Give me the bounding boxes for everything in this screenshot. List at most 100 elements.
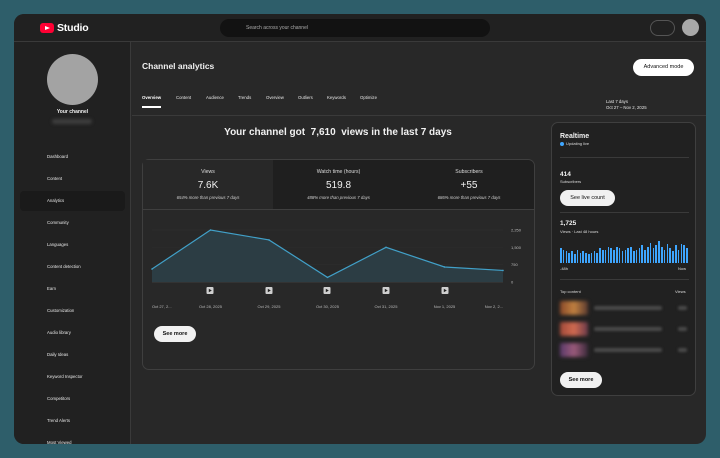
realtime-bar[interactable] (646, 246, 649, 263)
sidebar-item-dashboard[interactable]: Dashboard (47, 154, 69, 159)
data-point[interactable] (385, 246, 387, 249)
see-live-count-button[interactable]: See live count (560, 190, 615, 206)
realtime-bar[interactable] (618, 248, 621, 263)
realtime-bar-chart[interactable] (560, 241, 689, 263)
top-content-item[interactable] (560, 301, 689, 315)
realtime-bar[interactable] (669, 248, 671, 263)
realtime-bar[interactable] (683, 245, 685, 263)
tab-content[interactable]: Content (176, 95, 192, 100)
metric-tab-views[interactable]: Views 7.6K 654% more than previous 7 day… (143, 160, 273, 209)
realtime-bar[interactable] (680, 243, 683, 263)
realtime-bar[interactable] (660, 246, 663, 263)
sidebar-item-earn[interactable]: Earn (47, 286, 57, 291)
realtime-bar[interactable] (571, 251, 573, 263)
realtime-bar[interactable] (613, 249, 615, 263)
channel-avatar[interactable] (47, 54, 98, 105)
realtime-bar[interactable] (602, 249, 604, 263)
date-range-picker[interactable]: Last 7 days Oct 27 – Nov 2, 2025 (606, 99, 647, 111)
metric-tab-subscribers[interactable]: Subscribers +55 686% more than previous … (404, 160, 534, 209)
realtime-bar[interactable] (666, 243, 669, 263)
realtime-bar[interactable] (624, 249, 627, 263)
top-content-item[interactable] (560, 322, 689, 336)
tab-keywords[interactable]: Keywords (327, 95, 346, 100)
realtime-bar[interactable] (610, 248, 613, 263)
sidebar-item-languages[interactable]: Languages (47, 242, 69, 247)
views-chart[interactable]: 2,250 1,500 750 0 Oct 27, 2... Oct 28, 2025 Oc… (143, 210, 534, 325)
realtime-bar[interactable] (582, 251, 585, 263)
sidebar-item-content[interactable]: Content (47, 176, 63, 181)
sidebar-item-competitors[interactable]: Competitors (47, 396, 71, 401)
realtime-bar[interactable] (616, 246, 618, 263)
realtime-bar[interactable] (632, 251, 635, 263)
video-thumbnail (560, 301, 588, 315)
data-point[interactable] (151, 268, 153, 270)
realtime-bar[interactable] (652, 248, 655, 263)
data-point[interactable] (502, 269, 504, 272)
sidebar-item-content-detection[interactable]: Content detection (47, 264, 81, 269)
top-content-item[interactable] (560, 343, 689, 357)
realtime-bar[interactable] (658, 241, 660, 263)
tab-optimize[interactable]: Optimize (360, 95, 377, 100)
realtime-see-more-button[interactable]: See more (560, 372, 602, 388)
metric-label: Subscribers (455, 169, 483, 175)
realtime-bar[interactable] (574, 254, 576, 263)
realtime-bar[interactable] (599, 248, 601, 263)
x-tick-label: Oct 30, 2025 (316, 304, 340, 309)
realtime-bar[interactable] (562, 249, 565, 263)
realtime-bar[interactable] (576, 249, 579, 263)
create-button[interactable] (650, 20, 675, 36)
search-input[interactable]: Search across your channel (220, 19, 490, 37)
see-more-button[interactable]: See more (154, 326, 196, 342)
metric-divider (143, 209, 534, 210)
realtime-bar[interactable] (655, 245, 657, 263)
tab-trends[interactable]: Trends (238, 95, 252, 100)
account-avatar[interactable] (682, 19, 699, 36)
x-tick-label: Oct 31, 2025 (375, 304, 399, 309)
realtime-bar[interactable] (635, 249, 638, 263)
sidebar-item-community[interactable]: Community (47, 220, 69, 225)
advanced-mode-button[interactable]: Advanced mode (633, 59, 694, 76)
realtime-bar[interactable] (607, 246, 610, 263)
realtime-bar[interactable] (630, 246, 632, 263)
realtime-bar[interactable] (663, 249, 666, 263)
sidebar-item-trend-alerts[interactable]: Trend Alerts (47, 418, 71, 423)
data-point[interactable] (209, 229, 212, 231)
metric-tab-watch-time[interactable]: Watch time (hours) 519.8 488% more than … (273, 160, 404, 209)
realtime-bar[interactable] (649, 242, 652, 263)
realtime-bar[interactable] (596, 252, 599, 263)
video-title-blurred (594, 348, 662, 352)
sidebar-item-most-viewed[interactable]: Most Viewed (47, 440, 72, 444)
realtime-bar[interactable] (588, 254, 590, 263)
sidebar-item-customization[interactable]: Customization (47, 308, 75, 313)
tab-overview[interactable]: Overview (266, 95, 284, 100)
realtime-bar[interactable] (641, 245, 643, 263)
realtime-bar[interactable] (585, 252, 587, 263)
data-point[interactable] (443, 266, 446, 268)
sidebar-item-audio-library[interactable]: Audio library (47, 330, 71, 335)
subscriber-label: Subscribers (560, 179, 582, 184)
realtime-bar[interactable] (638, 248, 641, 263)
realtime-bar[interactable] (672, 251, 674, 263)
realtime-bar[interactable] (604, 249, 607, 263)
tab-overview[interactable]: Overview (142, 93, 162, 113)
data-point[interactable] (268, 239, 270, 241)
sidebar-item-keyword-inspector[interactable]: Keyword Inspector (47, 374, 83, 379)
realtime-bar[interactable] (621, 251, 624, 263)
data-point[interactable] (326, 276, 329, 279)
realtime-bar[interactable] (627, 248, 629, 263)
sidebar-item-analytics[interactable]: Analytics (20, 191, 125, 211)
tab-outliers[interactable]: Outliers (298, 95, 313, 100)
sidebar-item-daily-ideas[interactable]: Daily Ideas (47, 352, 69, 357)
realtime-bar[interactable] (590, 252, 593, 263)
realtime-bar[interactable] (644, 249, 646, 263)
tab-audience[interactable]: Audience (206, 95, 224, 100)
realtime-bar[interactable] (677, 249, 680, 263)
realtime-bar[interactable] (579, 252, 582, 263)
realtime-bar[interactable] (686, 248, 688, 263)
studio-logo[interactable]: Studio (40, 22, 89, 34)
realtime-bar[interactable] (565, 251, 568, 263)
realtime-bar[interactable] (560, 248, 562, 263)
realtime-bar[interactable] (674, 245, 677, 263)
realtime-bar[interactable] (593, 251, 596, 263)
realtime-bar[interactable] (568, 252, 570, 263)
